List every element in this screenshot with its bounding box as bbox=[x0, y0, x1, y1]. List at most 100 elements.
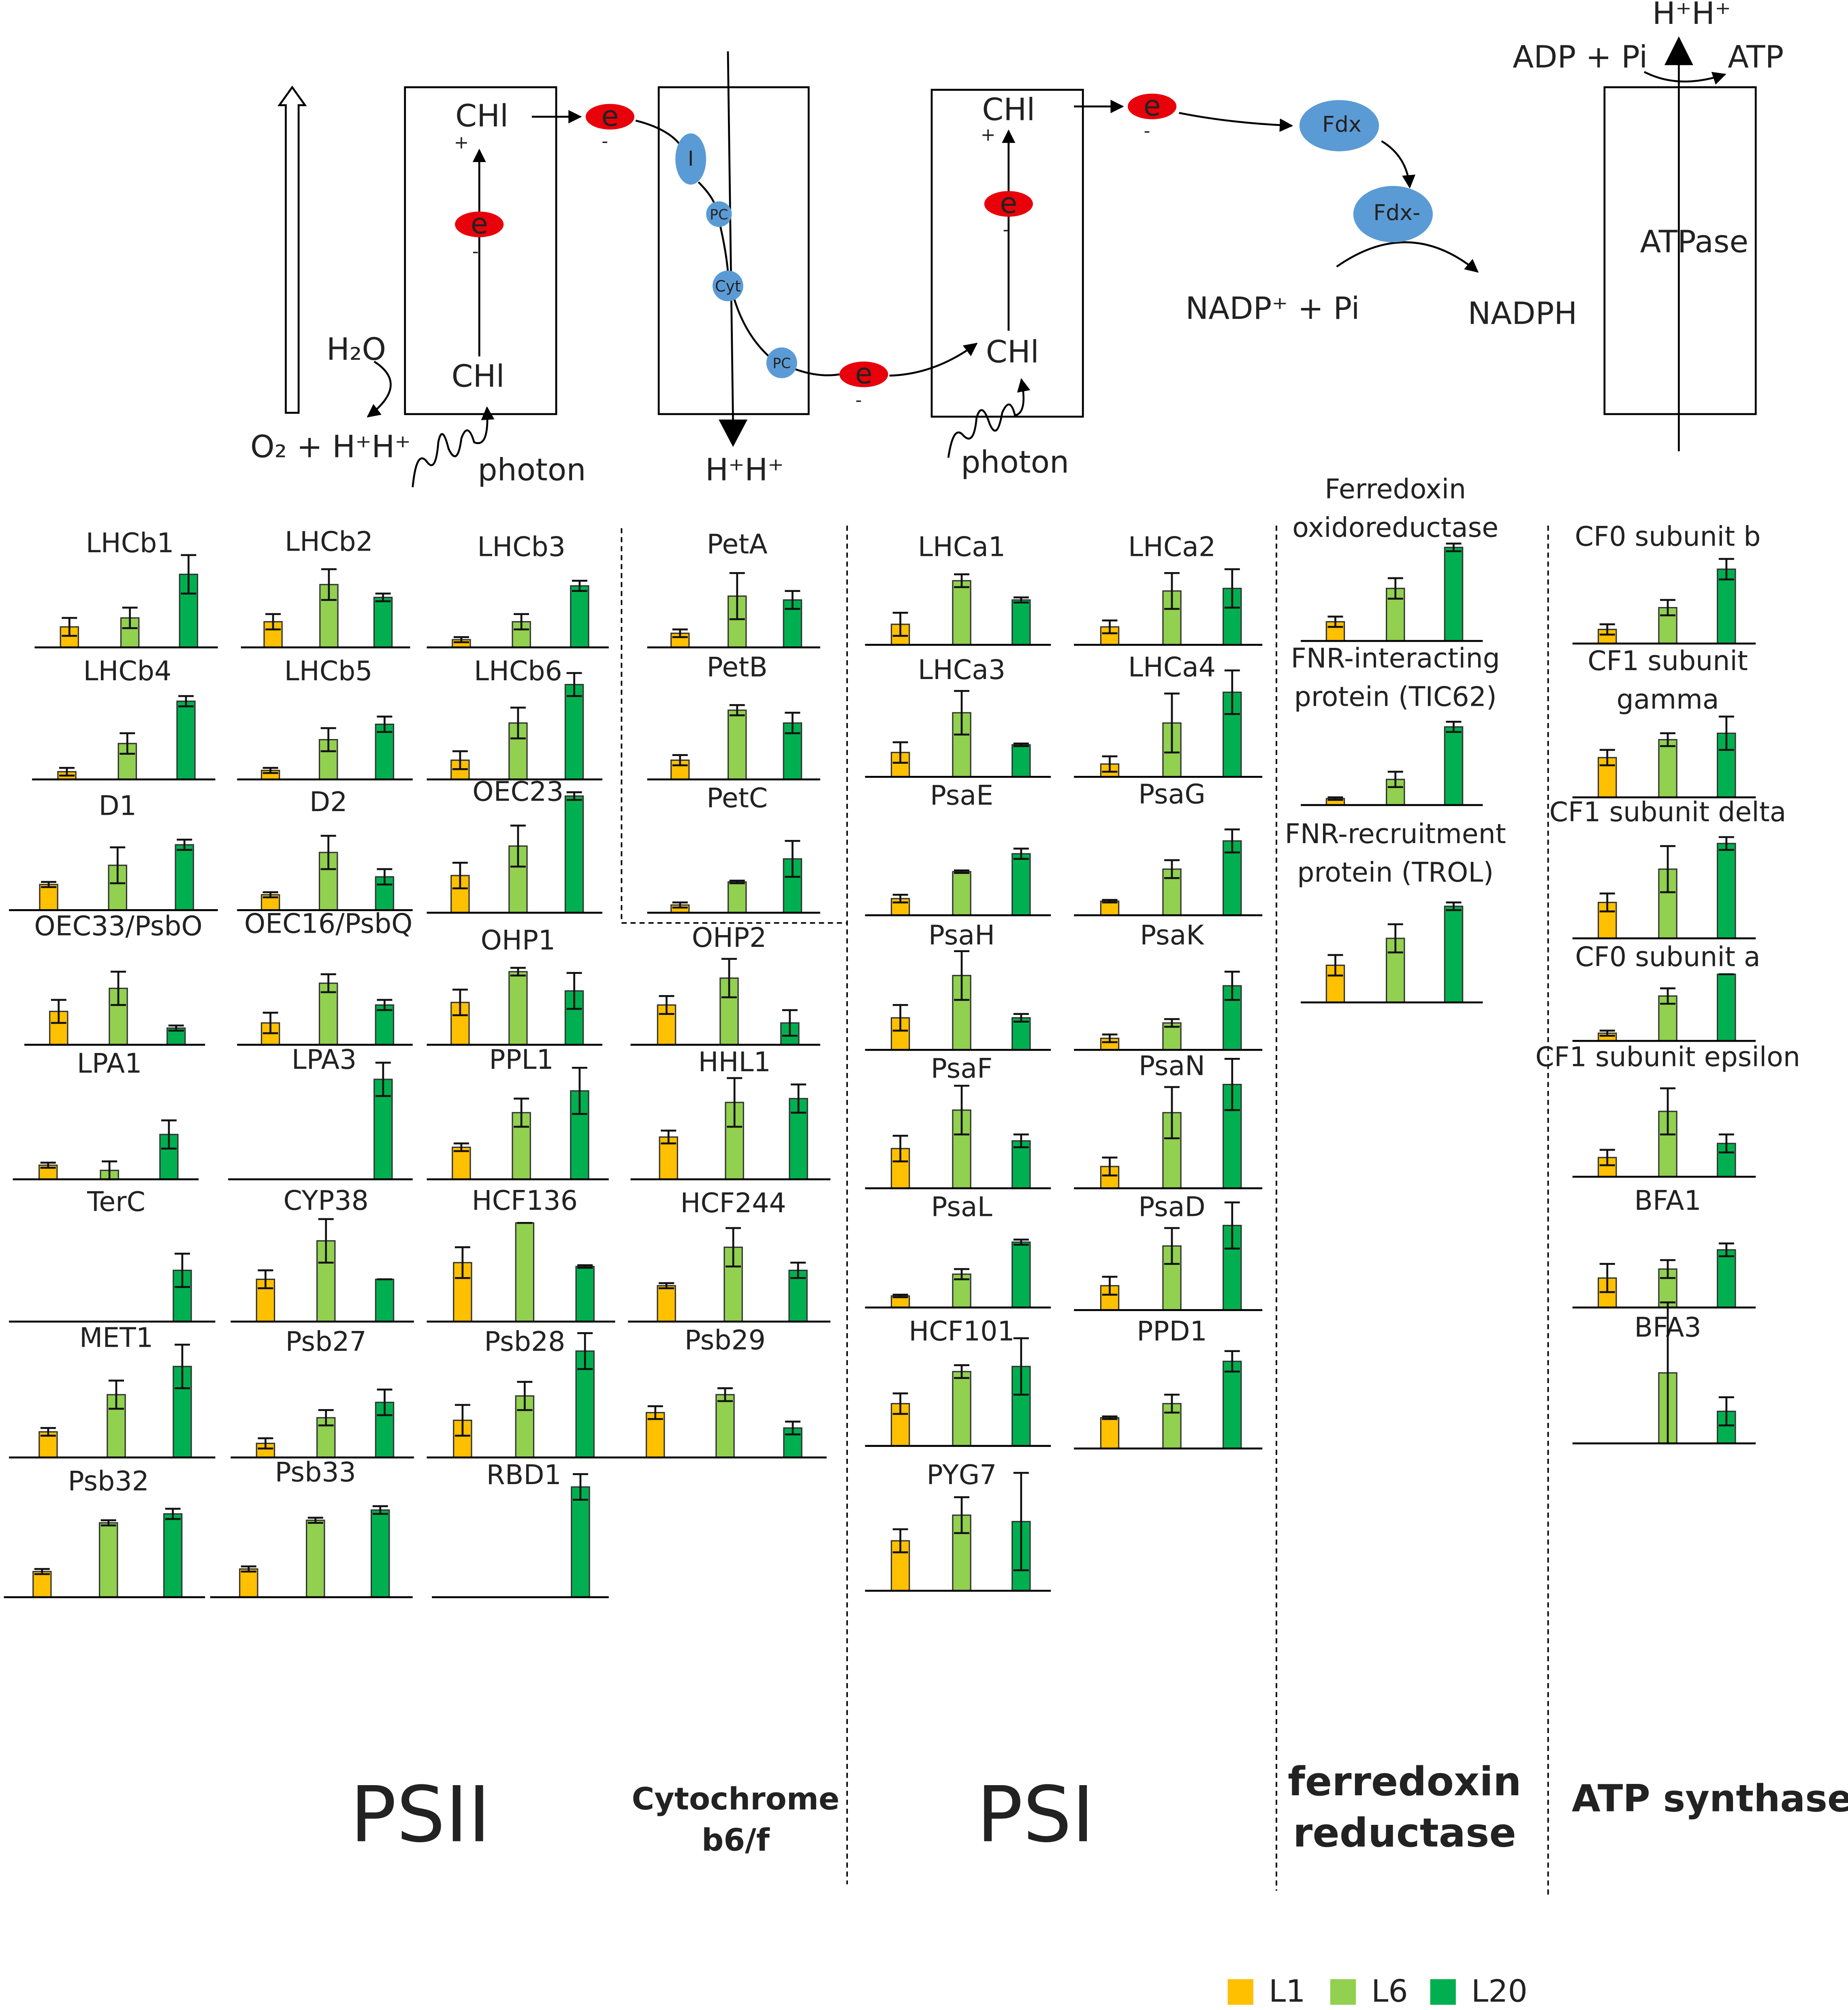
error-bar bbox=[782, 1009, 798, 1037]
chart-title: OEC16/PsbQ bbox=[244, 908, 412, 939]
error-bar bbox=[954, 690, 969, 736]
error-bar bbox=[265, 613, 281, 630]
bar bbox=[564, 684, 584, 780]
group-label: PSI bbox=[977, 1770, 1095, 1859]
error-bar bbox=[452, 989, 468, 1017]
label: e bbox=[601, 100, 619, 132]
diagram-labels: CHl + e - CHl H₂O O₂ + H⁺H⁺ photon e - I… bbox=[250, 0, 1784, 487]
group-label: reductase bbox=[1293, 1810, 1516, 1856]
bar bbox=[657, 1285, 676, 1322]
group-label: ATP synthase bbox=[1572, 1777, 1848, 1820]
error-bar bbox=[790, 1262, 806, 1279]
error-bar bbox=[262, 767, 278, 774]
label: - bbox=[602, 131, 608, 152]
error-bar bbox=[100, 1519, 116, 1527]
error-bar bbox=[1387, 923, 1403, 954]
error-bar bbox=[1013, 596, 1029, 604]
error-bar bbox=[1013, 1472, 1029, 1572]
error-bar bbox=[672, 754, 688, 767]
label: CHl bbox=[451, 358, 504, 394]
error-bar bbox=[721, 958, 737, 998]
error-bar bbox=[1164, 1227, 1180, 1265]
error-bar bbox=[659, 995, 674, 1015]
error-bar bbox=[672, 901, 688, 909]
error-bar bbox=[41, 881, 57, 888]
label: ATP bbox=[1728, 39, 1784, 75]
label: PC bbox=[710, 207, 728, 223]
error-bar bbox=[954, 869, 969, 874]
bar bbox=[1011, 1241, 1031, 1308]
error-bar bbox=[954, 1496, 969, 1534]
label: e bbox=[471, 207, 488, 240]
error-bar bbox=[453, 636, 469, 643]
chart-title: LHCb4 bbox=[83, 655, 171, 687]
legend-label: L6 bbox=[1371, 1974, 1408, 2009]
label: NADPH bbox=[1468, 295, 1577, 331]
fdx bbox=[1299, 100, 1379, 152]
chart-title: Psb32 bbox=[68, 1465, 149, 1497]
chart-title: CF1 subunit delta bbox=[1549, 796, 1786, 828]
error-bar bbox=[785, 1420, 801, 1435]
legend-swatch bbox=[1330, 1979, 1356, 2005]
chart-title: FNR-recruitment bbox=[1285, 818, 1506, 850]
label: e bbox=[1000, 187, 1017, 220]
error-bar bbox=[318, 1218, 334, 1264]
error-bar bbox=[175, 1252, 190, 1288]
chart-title: TerC bbox=[87, 1186, 145, 1218]
error-bar bbox=[1164, 692, 1180, 754]
error-bar bbox=[1013, 742, 1029, 747]
error-bar bbox=[1102, 619, 1118, 634]
error-bar bbox=[1224, 1350, 1240, 1373]
error-bar bbox=[954, 1085, 969, 1136]
error-bar bbox=[320, 835, 336, 870]
bar bbox=[1444, 906, 1464, 1003]
bar bbox=[1100, 1417, 1120, 1449]
label: ADP + Pi bbox=[1513, 39, 1647, 75]
bar bbox=[1444, 726, 1464, 806]
proton-line bbox=[727, 51, 734, 423]
error-bar bbox=[510, 967, 526, 977]
error-bar bbox=[110, 846, 126, 884]
error-bar bbox=[892, 741, 908, 764]
error-bar bbox=[1446, 720, 1462, 733]
error-bar bbox=[566, 791, 582, 801]
error-bar bbox=[729, 572, 745, 620]
bar bbox=[1223, 1361, 1242, 1449]
label: H⁺H⁺ bbox=[705, 452, 784, 487]
error-bar bbox=[785, 711, 800, 735]
chart-title: FNR-interacting bbox=[1291, 643, 1500, 674]
chart-title: oxidoreductase bbox=[1292, 512, 1498, 543]
error-bar bbox=[1387, 577, 1403, 600]
error-bar bbox=[892, 1004, 908, 1032]
chart-title: LHCa1 bbox=[918, 531, 1005, 562]
error-bar bbox=[1164, 1086, 1180, 1139]
error-bar bbox=[647, 1405, 663, 1420]
error-bar bbox=[1102, 755, 1118, 773]
label: PC bbox=[772, 356, 791, 372]
label: H⁺H⁺ bbox=[1652, 0, 1731, 31]
error-bar bbox=[954, 1268, 969, 1280]
bar bbox=[1444, 547, 1464, 642]
chart-title: LHCa3 bbox=[918, 654, 1005, 686]
group-labels: PSII Cytochrome b6/f PSI ferredoxin redu… bbox=[350, 1759, 1848, 1859]
error-bar bbox=[566, 672, 582, 697]
error-bar bbox=[785, 840, 800, 878]
error-bar bbox=[514, 613, 529, 630]
chart-title: CYP38 bbox=[284, 1185, 369, 1216]
error-bar bbox=[791, 1083, 807, 1114]
label: NADP⁺ + Pi bbox=[1185, 290, 1359, 326]
chart-title: LHCb3 bbox=[477, 531, 565, 562]
error-bar bbox=[1327, 796, 1343, 801]
error-bar bbox=[954, 573, 969, 588]
chart-title: HCF101 bbox=[909, 1315, 1014, 1347]
label: CHl bbox=[986, 334, 1039, 370]
bar bbox=[1717, 1249, 1736, 1308]
chart-title: CF1 subunit epsilon bbox=[1535, 1041, 1800, 1072]
error-bar bbox=[377, 716, 393, 733]
group-label: ferredoxin bbox=[1288, 1759, 1522, 1805]
chart-title: PetB bbox=[707, 651, 768, 683]
error-bar bbox=[1718, 558, 1734, 581]
error-bar bbox=[168, 1024, 184, 1032]
error-bar bbox=[453, 1142, 469, 1152]
error-bar bbox=[1599, 623, 1615, 636]
